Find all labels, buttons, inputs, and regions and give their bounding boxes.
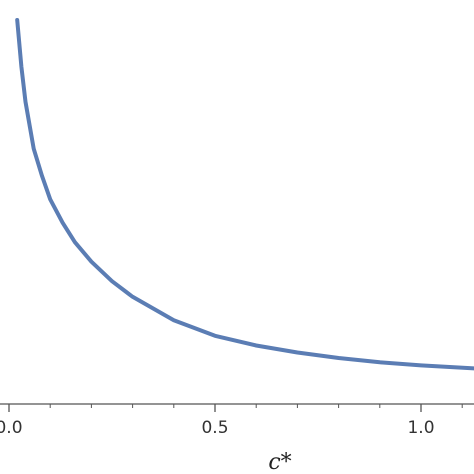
- x-tick-label: 0.0: [0, 418, 23, 438]
- x-tick-label: 1.0: [407, 418, 434, 438]
- x-tick-label: 0.5: [201, 418, 228, 438]
- series-line: [15, 18, 474, 371]
- x-axis-ticks: 0.00.51.01.52.0: [0, 404, 435, 438]
- x-axis-title: c*: [268, 450, 291, 474]
- x-axis-minor-ticks: [49, 404, 463, 408]
